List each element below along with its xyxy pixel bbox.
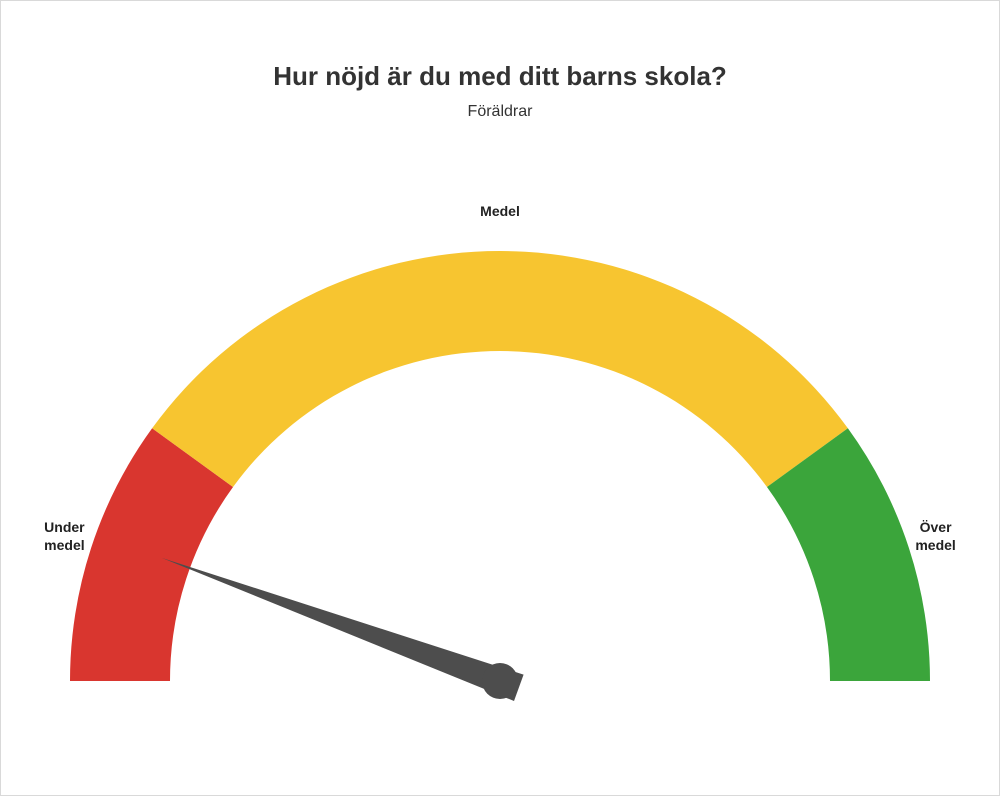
chart-frame: Hur nöjd är du med ditt barns skola? För… <box>0 0 1000 796</box>
gauge-label-over: Över medel <box>896 519 976 554</box>
gauge-segment-medel <box>152 251 848 487</box>
gauge-needle <box>162 558 524 701</box>
gauge-label-medel: Medel <box>460 203 540 221</box>
gauge-chart: Under medel Medel Över medel <box>0 1 1000 797</box>
gauge-label-under: Under medel <box>24 519 104 554</box>
gauge-svg <box>0 1 1000 797</box>
gauge-hub <box>482 663 518 699</box>
